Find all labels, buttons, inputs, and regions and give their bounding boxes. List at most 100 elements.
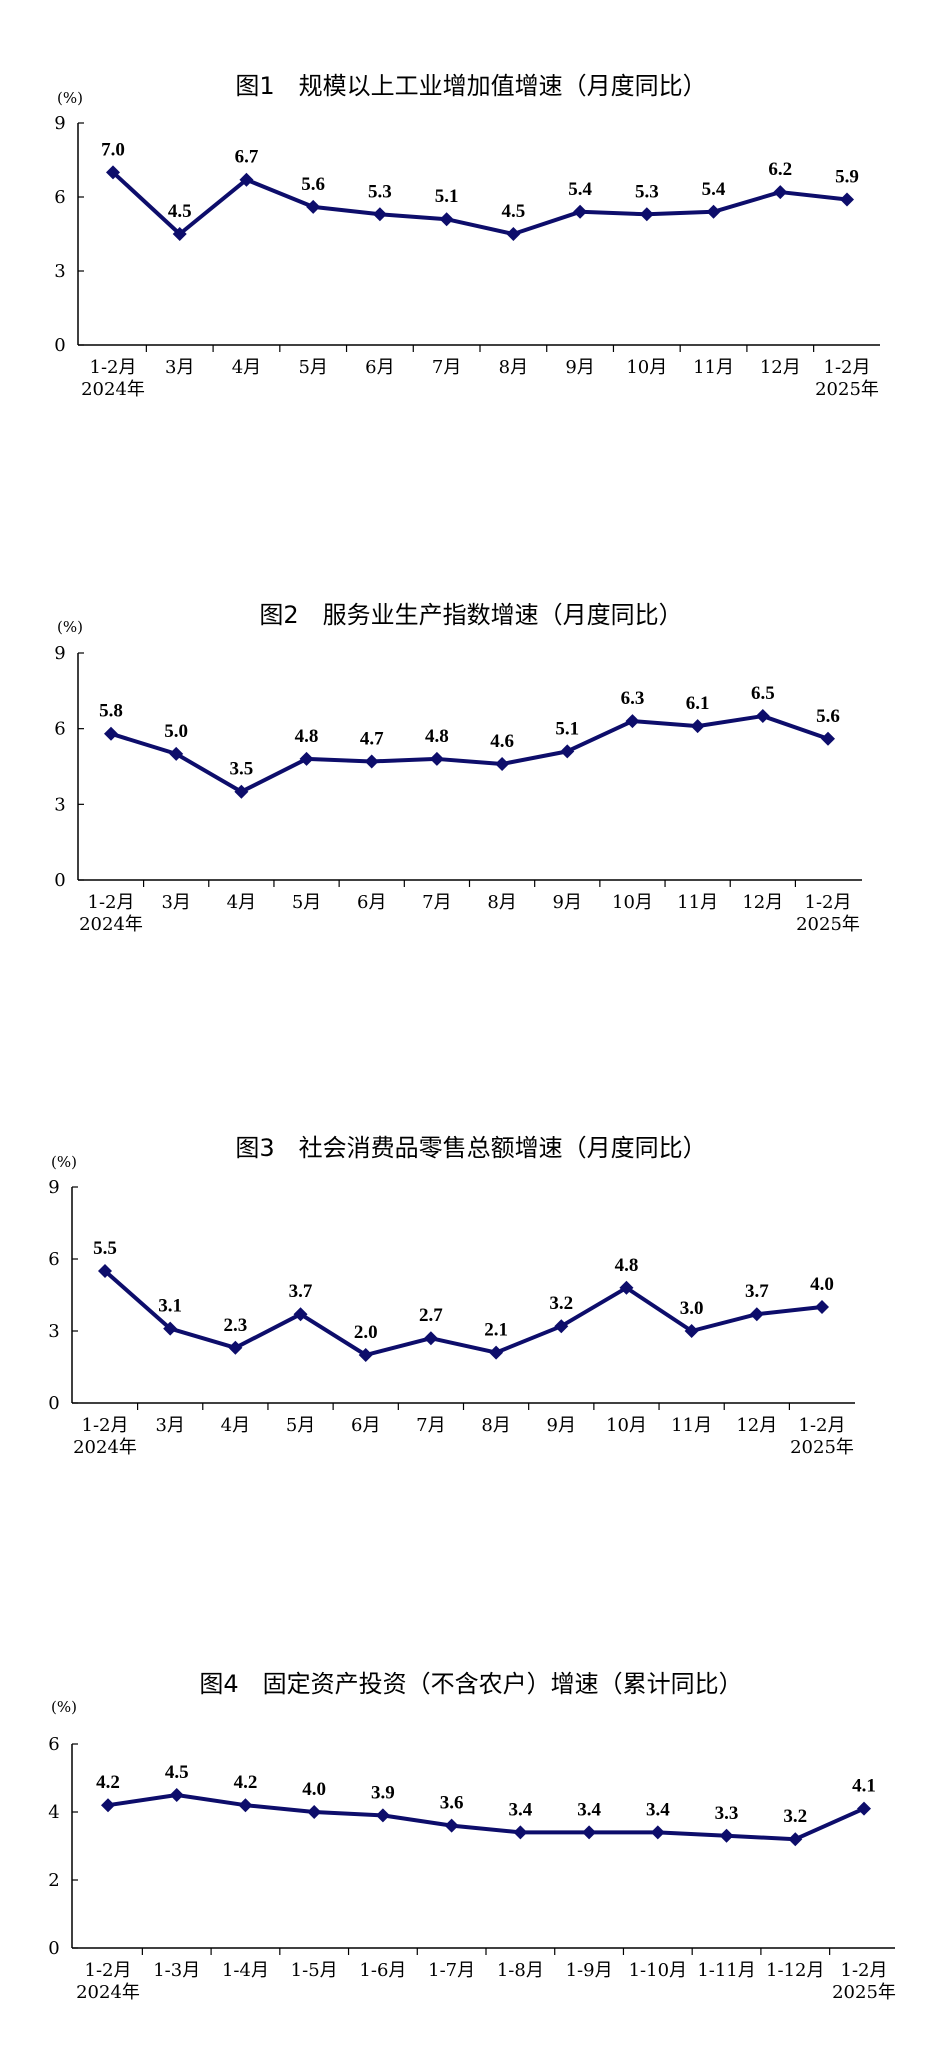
x-tick-label: 1-2月 2025年	[815, 357, 879, 400]
data-label: 5.9	[835, 166, 859, 187]
data-label: 4.5	[501, 201, 525, 222]
data-label: 3.4	[508, 1799, 532, 1820]
y-tick-label: 6	[48, 1249, 59, 1270]
data-label: 4.0	[302, 1779, 326, 1800]
y-tick-label: 2	[48, 1870, 59, 1891]
unit-label: (%)	[57, 618, 83, 636]
data-label: 3.5	[229, 759, 253, 780]
data-point-marker	[840, 192, 854, 207]
data-label: 5.8	[99, 701, 123, 722]
data-point-marker	[684, 1324, 699, 1338]
x-tick-label: 1-6月	[359, 1960, 406, 1981]
data-label: 5.1	[555, 718, 579, 739]
data-point-marker	[372, 207, 387, 222]
x-tick-label: 1-10月	[629, 1960, 687, 1981]
data-label: 5.1	[435, 186, 459, 207]
y-tick-label: 0	[54, 870, 65, 891]
series-line	[107, 1793, 865, 1842]
data-point-marker	[495, 756, 510, 771]
x-tick-label: 1-12月	[766, 1960, 824, 1981]
unit-label: (%)	[57, 89, 83, 107]
x-tick-label: 3月	[155, 1415, 184, 1436]
data-label: 5.4	[702, 179, 726, 200]
data-label: 3.6	[440, 1793, 464, 1814]
data-label: 6.1	[686, 693, 710, 714]
x-tick-label: 1-2月 2025年	[832, 1960, 896, 2003]
series-line	[103, 1269, 823, 1357]
data-label: 3.0	[680, 1298, 704, 1319]
data-point-marker	[307, 1805, 322, 1819]
data-label: 2.1	[484, 1320, 508, 1341]
x-tick-label: 1-7月	[428, 1960, 475, 1981]
x-tick-label: 6月	[351, 1415, 380, 1436]
data-point-marker	[773, 185, 788, 200]
x-tick-label: 11月	[671, 1415, 712, 1436]
x-tick-label: 9月	[565, 357, 594, 378]
data-label: 4.2	[234, 1772, 258, 1793]
x-tick-label: 7月	[416, 1415, 445, 1436]
x-tick-label: 5月	[298, 357, 327, 378]
data-point-marker	[554, 1319, 569, 1334]
data-label: 4.0	[810, 1274, 834, 1295]
data-point-marker	[234, 784, 249, 799]
x-tick-label: 5月	[286, 1415, 315, 1436]
data-point-marker	[650, 1825, 665, 1840]
data-label: 4.8	[295, 726, 319, 747]
x-tick-label: 12月	[760, 357, 801, 378]
data-point-marker	[489, 1345, 504, 1360]
x-tick-label: 1-2月 2024年	[79, 892, 143, 935]
x-tick-label: 4月	[227, 892, 256, 913]
data-point-marker	[163, 1321, 178, 1336]
data-point-marker	[101, 1798, 115, 1813]
x-tick-label: 1-8月	[497, 1960, 544, 1981]
data-label: 3.2	[549, 1293, 573, 1314]
data-point-marker	[619, 1280, 634, 1295]
data-label: 6.7	[235, 147, 259, 168]
x-tick-label: 10月	[612, 892, 653, 913]
data-label: 4.5	[168, 201, 192, 222]
y-tick-label: 0	[48, 1938, 59, 1959]
data-point-marker	[639, 207, 654, 222]
data-label: 6.3	[621, 688, 645, 709]
x-tick-label: 9月	[547, 1415, 576, 1436]
data-point-marker	[788, 1832, 803, 1847]
data-point-marker	[98, 1264, 112, 1278]
data-point-marker	[306, 199, 321, 214]
x-tick-label: 10月	[626, 357, 667, 378]
data-point-marker	[439, 212, 454, 227]
chart-title: 图2 服务业生产指数增速（月度同比）	[259, 601, 683, 629]
data-point-marker	[228, 1340, 243, 1355]
data-point-marker	[169, 1788, 184, 1802]
data-label: 3.4	[577, 1799, 601, 1820]
x-tick-label: 1-2月 2024年	[76, 1960, 140, 2003]
x-tick-label: 9月	[553, 892, 582, 913]
x-tick-label: 6月	[357, 892, 386, 913]
unit-label: (%)	[51, 1153, 77, 1171]
data-point-marker	[582, 1825, 597, 1840]
data-point-marker	[358, 1348, 373, 1362]
x-tick-label: 4月	[221, 1415, 250, 1436]
data-point-marker	[690, 719, 705, 734]
data-point-marker	[429, 751, 444, 766]
data-label: 5.6	[816, 706, 840, 727]
unit-label: (%)	[51, 1698, 77, 1716]
data-point-marker	[364, 754, 379, 769]
data-label: 3.3	[715, 1803, 739, 1824]
chart-title: 图4 固定资产投资（不含农户）增速（累计同比）	[199, 1670, 743, 1698]
data-point-marker	[104, 726, 118, 741]
chart-3-plot: (%) 0 3 6 9 1-2月 2024年 3月 4月 5月 6月 7月 8月 9月 10月 11月 12月 1…	[48, 1153, 855, 1458]
x-tick-label: 1-9月	[566, 1960, 613, 1981]
data-point-marker	[755, 709, 770, 724]
y-tick-label: 6	[48, 1734, 59, 1755]
y-tick-label: 6	[54, 187, 65, 208]
data-label: 3.7	[745, 1281, 769, 1302]
data-label: 3.7	[289, 1281, 313, 1302]
data-label: 5.0	[164, 721, 188, 742]
data-point-marker	[444, 1818, 459, 1833]
x-tick-label: 1-2月 2025年	[790, 1415, 854, 1458]
x-tick-label: 12月	[736, 1415, 777, 1436]
data-label: 2.7	[419, 1305, 443, 1326]
data-point-marker	[172, 227, 187, 241]
data-point-marker	[293, 1307, 308, 1322]
data-point-marker	[423, 1331, 438, 1346]
